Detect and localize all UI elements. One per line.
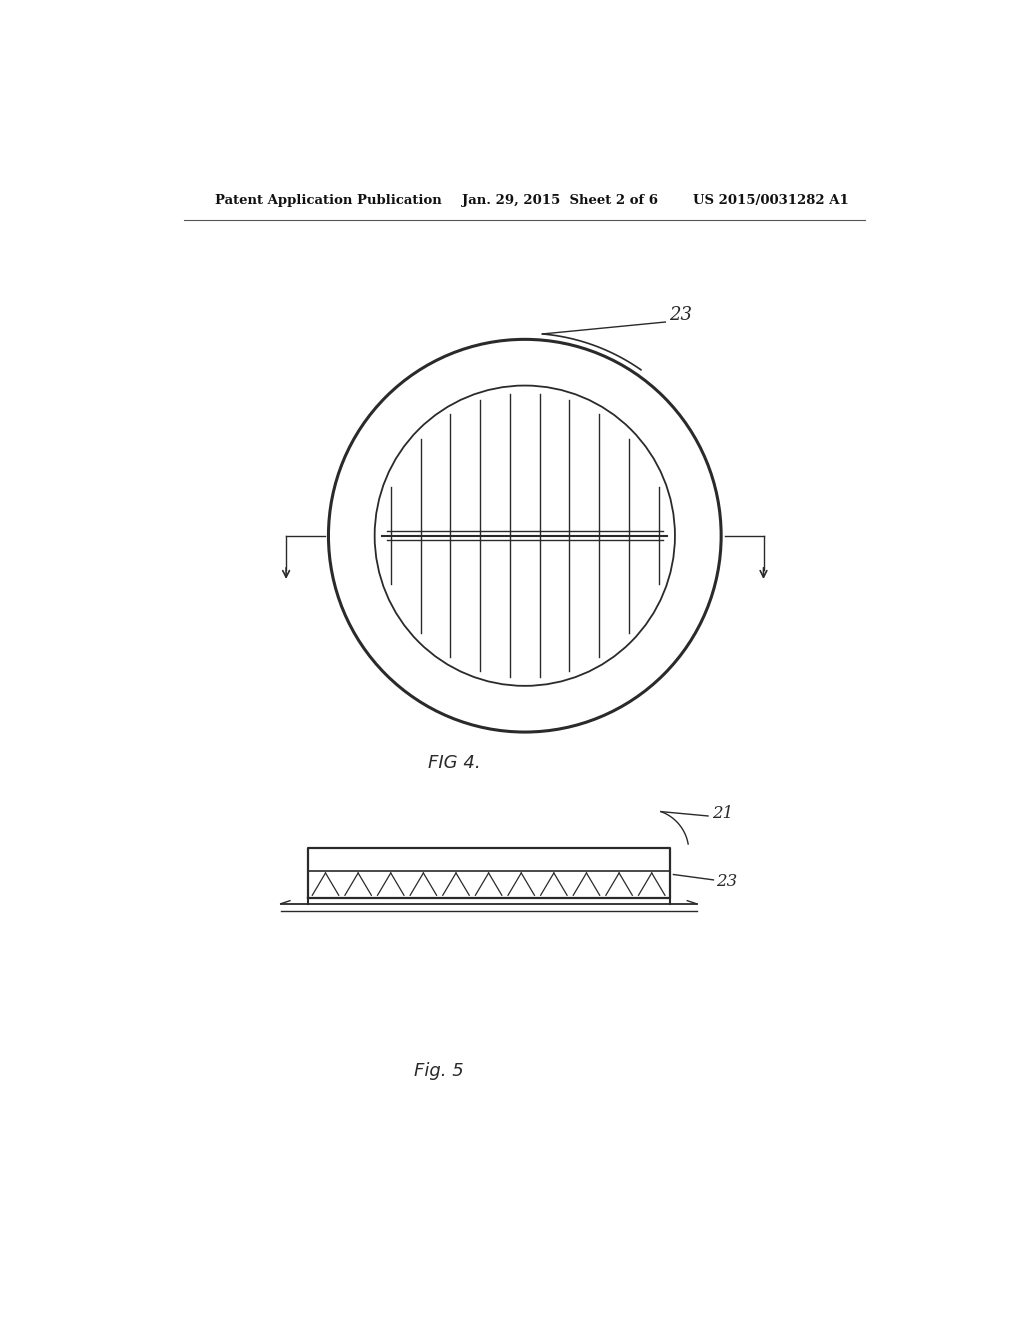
Text: FIG 4.: FIG 4. (428, 754, 480, 772)
Text: Jan. 29, 2015  Sheet 2 of 6: Jan. 29, 2015 Sheet 2 of 6 (462, 194, 657, 207)
Text: US 2015/0031282 A1: US 2015/0031282 A1 (692, 194, 849, 207)
Text: 23: 23 (669, 306, 692, 325)
Text: 23: 23 (716, 873, 737, 890)
Text: Fig. 5: Fig. 5 (414, 1061, 464, 1080)
Text: 21: 21 (712, 805, 733, 822)
Text: Patent Application Publication: Patent Application Publication (215, 194, 442, 207)
